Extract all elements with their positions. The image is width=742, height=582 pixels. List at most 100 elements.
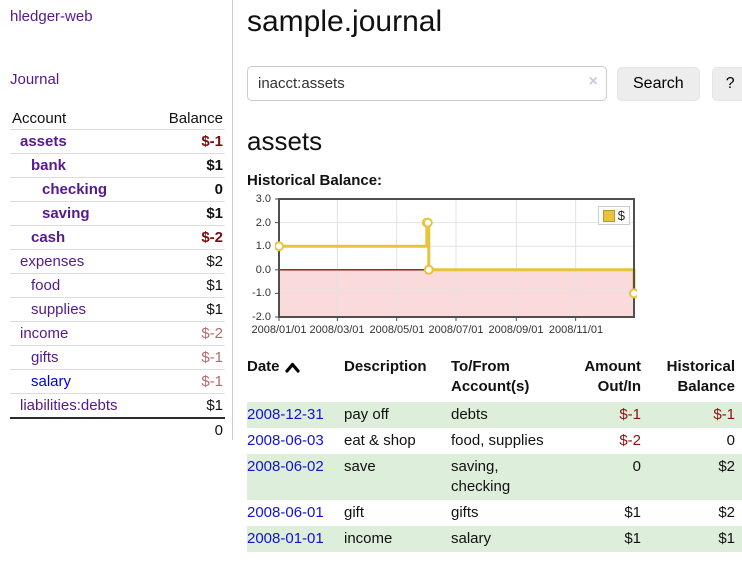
transaction-accounts: saving, checking: [451, 454, 559, 500]
transaction-date-link[interactable]: 2008-06-01: [247, 504, 324, 521]
clear-search-icon[interactable]: ×: [588, 73, 598, 90]
column-header-to-from-account-s[interactable]: To/From Account(s): [451, 358, 530, 395]
account-row: gifts $-1: [10, 345, 225, 370]
account-link-assets[interactable]: assets: [20, 133, 67, 150]
transaction-amount: $1: [559, 526, 649, 552]
series-swatch-icon: [602, 209, 615, 222]
chart-heading: Historical Balance:: [247, 172, 383, 189]
x-tick-label: 2008/03/01: [309, 324, 365, 336]
y-tick-label: 2.0: [255, 217, 271, 229]
historical-balance-chart: 3.0 2.0 1.0 0.0 -1.0 -2.0 2008/01/01 2008/03/0…: [247, 193, 645, 338]
account-cell: gifts: [10, 345, 151, 370]
transaction-date-link[interactable]: 2008-06-02: [247, 458, 324, 475]
x-tick-label: 2008/07/01: [428, 324, 484, 336]
column-header-label: Date: [247, 358, 280, 375]
account-link-food[interactable]: food: [31, 277, 61, 294]
help-button[interactable]: ?: [711, 66, 742, 101]
account-link-gifts[interactable]: gifts: [31, 349, 59, 366]
account-row: cash $-2: [10, 225, 225, 250]
y-tick-label: 0.0: [255, 264, 271, 276]
account-balance: $2: [150, 249, 225, 274]
column-header-date[interactable]: Date: [247, 355, 344, 402]
transaction-description: income: [344, 526, 451, 552]
x-tick-label: 2008/05/01: [369, 324, 425, 336]
accounts-table: Account Balance assets $-1 bank $1 checking 0…: [10, 108, 225, 442]
transaction-row: 2008-06-01 gift gifts $1 $2: [247, 500, 742, 526]
account-balance: $1: [150, 201, 225, 226]
account-balance: $-2: [150, 225, 225, 250]
register-table: Date Description To/From Account(s) Amount …: [247, 355, 742, 552]
transaction-date-link[interactable]: 2008-12-31: [247, 406, 324, 423]
account-cell: assets: [10, 129, 151, 154]
account-link-saving[interactable]: saving: [42, 205, 90, 222]
account-balance: $1: [150, 153, 225, 178]
account-link-checking[interactable]: checking: [42, 181, 108, 198]
register-header-row: Date Description To/From Account(s) Amount …: [247, 355, 742, 402]
accounts-total-spacer: [10, 417, 151, 442]
transaction-date-link[interactable]: 2008-06-03: [247, 432, 324, 449]
account-balance: $1: [150, 297, 225, 322]
column-header-historical-balance[interactable]: Historical Balance: [666, 358, 735, 395]
account-row: assets $-1: [10, 129, 225, 154]
transaction-date-cell: 2008-06-02: [247, 454, 344, 500]
transaction-amount: $-2: [619, 432, 641, 449]
transaction-amount: $-1: [559, 402, 649, 428]
transaction-accounts: food, supplies: [451, 432, 544, 449]
account-cell: expenses: [10, 249, 151, 274]
y-tick-label: -2.0: [252, 311, 271, 323]
brand-link[interactable]: hledger-web: [10, 8, 93, 25]
account-link-expenses[interactable]: expenses: [20, 253, 85, 270]
search-box: ×: [247, 66, 607, 101]
transaction-description: pay off: [344, 402, 451, 428]
transaction-description: save: [344, 454, 451, 500]
account-row: supplies $1: [10, 297, 225, 322]
transaction-accounts: gifts: [451, 504, 479, 521]
sidebar: hledger-web Journal Account Balance asse…: [0, 0, 233, 552]
transaction-date-cell: 2008-06-01: [247, 500, 344, 526]
transaction-amount: 0: [559, 454, 649, 500]
account-row: income $-2: [10, 321, 225, 346]
account-cell: food: [10, 273, 151, 298]
transaction-balance: 0: [726, 432, 735, 449]
transaction-date-cell: 2008-01-01: [247, 526, 344, 552]
account-cell: saving: [10, 201, 151, 226]
sidebar-item-journal[interactable]: Journal: [10, 71, 60, 88]
account-row: liabilities:debts $1: [10, 394, 225, 419]
accounts-header-account: Account: [10, 108, 151, 130]
transaction-balance: $2: [649, 454, 742, 500]
transaction-description: eat & shop: [344, 432, 416, 449]
y-tick-label: -1.0: [252, 287, 271, 299]
search-button[interactable]: Search: [617, 66, 700, 101]
account-cell: liabilities:debts: [10, 394, 150, 419]
account-row: expenses $2: [10, 249, 225, 274]
transaction-balance: $-1: [649, 402, 742, 428]
transaction-row: 2008-12-31 pay off debts $-1 $-1: [247, 402, 742, 428]
account-cell: checking: [10, 177, 151, 202]
column-header-amount-out-in[interactable]: Amount Out/In: [584, 358, 641, 395]
accounts-header-balance: Balance: [150, 108, 225, 130]
accounts-total-value: 0: [150, 417, 225, 442]
account-balance: $-2: [150, 321, 225, 346]
transaction-row: 2008-06-03 eat & shop food, supplies $-2 0: [247, 428, 742, 454]
y-tick-label: 3.0: [255, 193, 271, 205]
chart-x-axis-labels: 2008/01/01 2008/03/01 2008/05/01 2008/07/01…: [247, 323, 645, 338]
account-row: salary $-1: [10, 369, 225, 394]
account-link-supplies[interactable]: supplies: [31, 301, 87, 318]
account-link-salary[interactable]: salary: [31, 373, 72, 390]
balance-chart-plot: [275, 198, 637, 321]
account-link-bank[interactable]: bank: [31, 157, 67, 174]
account-link-liabilities-debts[interactable]: liabilities:debts: [20, 397, 118, 414]
account-cell: bank: [10, 153, 151, 178]
account-row: checking 0: [10, 177, 225, 202]
transaction-date-cell: 2008-12-31: [247, 402, 344, 428]
transaction-row: 2008-01-01 income salary $1 $1: [247, 526, 742, 552]
search-input[interactable]: [247, 66, 607, 101]
transaction-date-link[interactable]: 2008-01-01: [247, 530, 324, 547]
account-link-cash[interactable]: cash: [31, 229, 66, 246]
x-tick-label: 2008/11/01: [548, 324, 604, 336]
account-cell: salary: [10, 369, 151, 394]
account-row: bank $1: [10, 153, 225, 178]
x-tick-label: 2008/01/01: [251, 324, 307, 336]
column-header-description[interactable]: Description: [344, 358, 427, 375]
account-link-income[interactable]: income: [20, 325, 69, 342]
